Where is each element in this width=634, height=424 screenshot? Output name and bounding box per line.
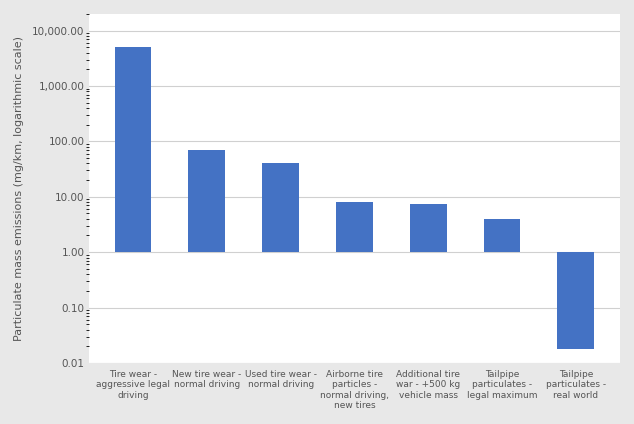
Y-axis label: Particulate mass emissions (mg/km, logarithmic scale): Particulate mass emissions (mg/km, logar… <box>14 36 24 341</box>
Bar <box>188 150 225 252</box>
Bar <box>557 252 594 349</box>
Bar <box>262 163 299 252</box>
Bar <box>336 202 373 252</box>
Bar <box>484 219 521 252</box>
Bar <box>410 204 447 252</box>
Bar <box>115 47 152 252</box>
